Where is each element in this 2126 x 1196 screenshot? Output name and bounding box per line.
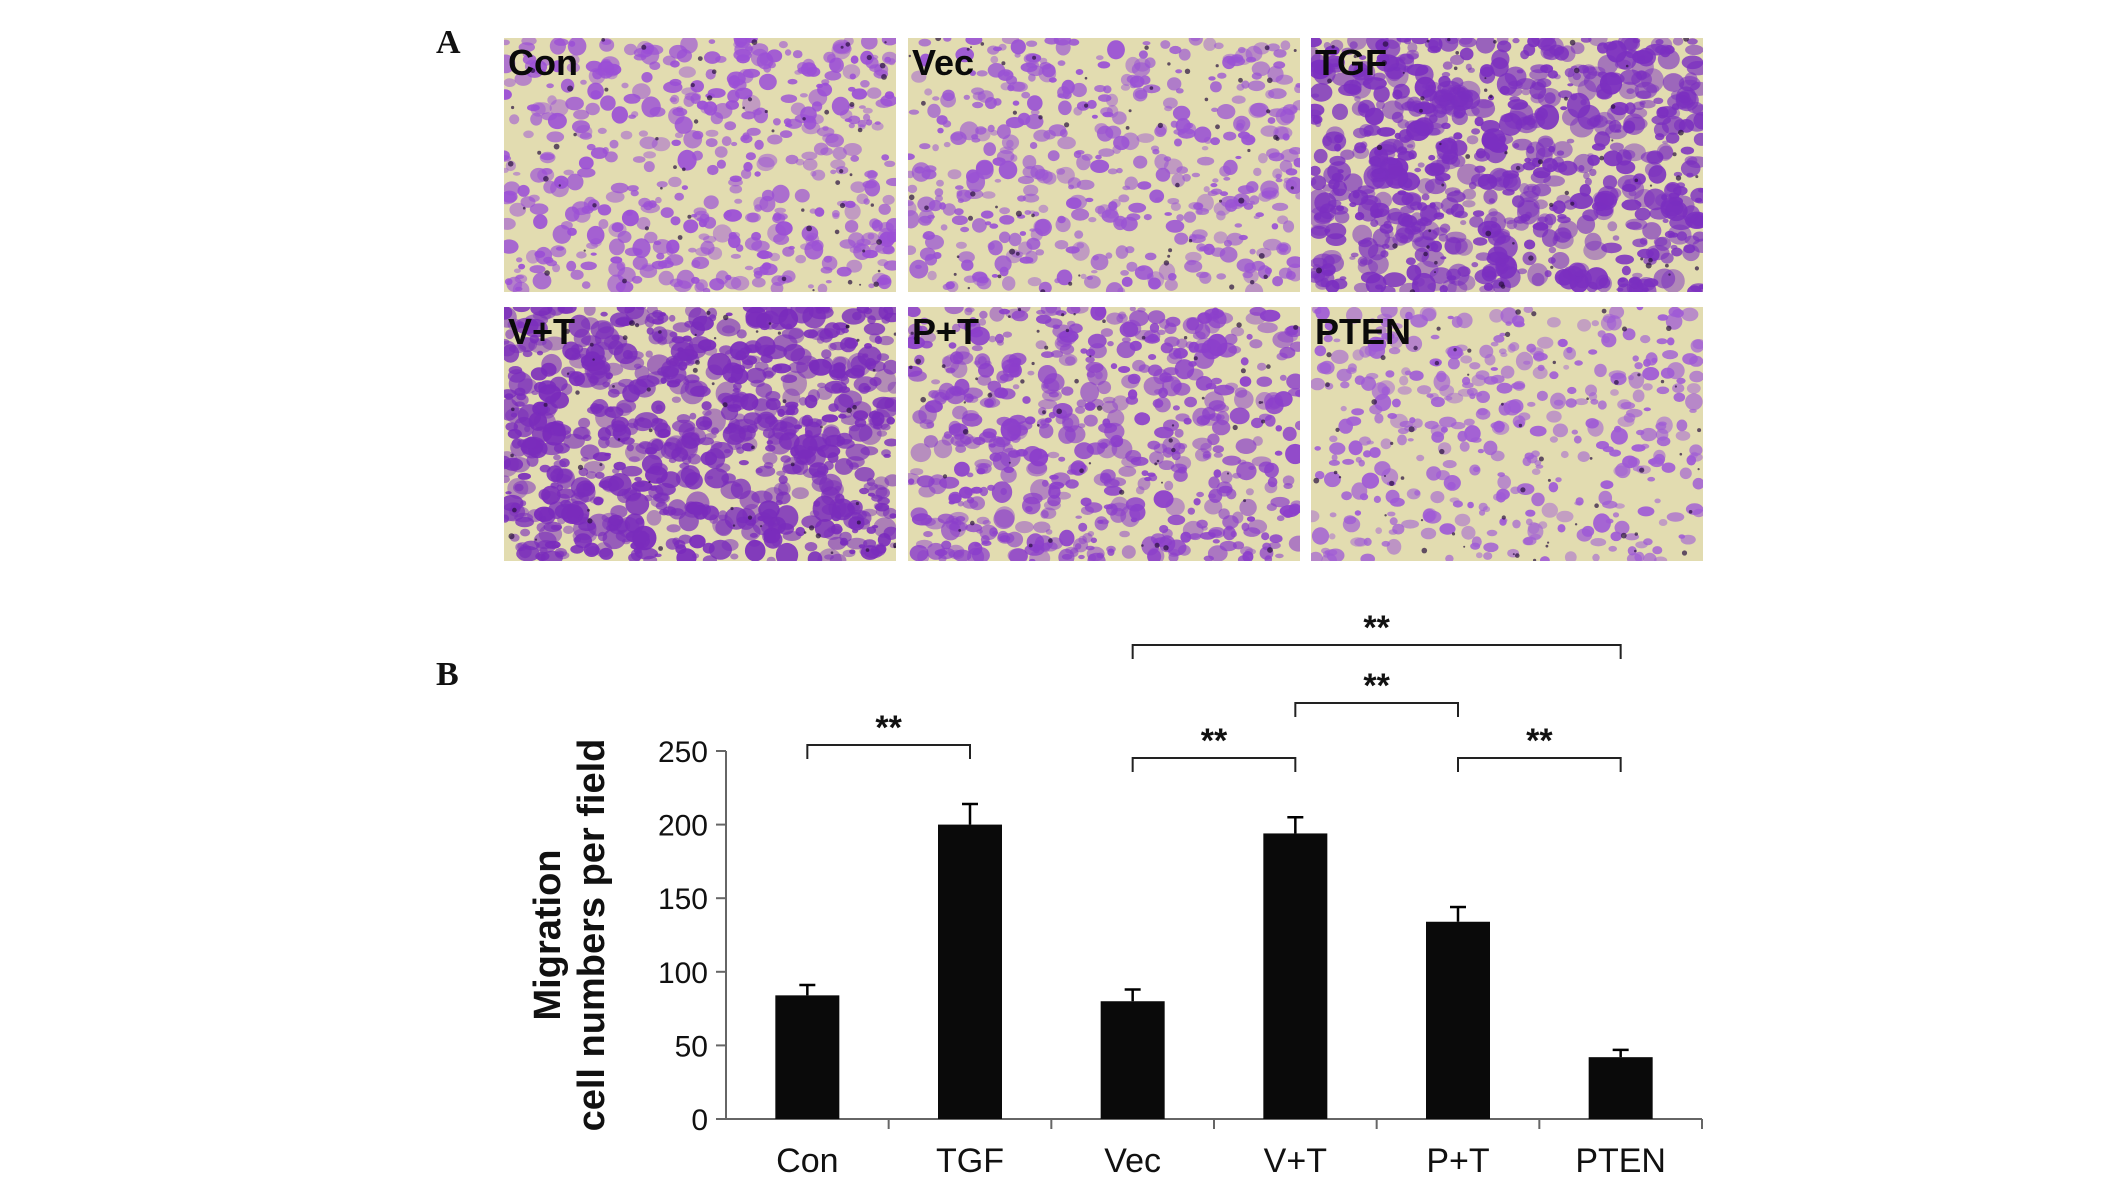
significance-bracket [806, 744, 971, 759]
significance-bracket [1131, 757, 1297, 772]
significance-label: ** [1526, 722, 1553, 760]
y-tick-label: 50 [675, 1030, 708, 1063]
micrograph-label: Con [508, 42, 578, 83]
micrograph-label: TGF [1315, 42, 1387, 83]
bar-con [775, 995, 840, 1119]
significance-label: ** [1201, 722, 1228, 760]
y-tick-label: 200 [658, 810, 708, 843]
significance-label: ** [1363, 609, 1390, 647]
y-tick-label: 250 [658, 736, 708, 769]
significance-label: ** [875, 709, 902, 747]
panel-a-letter: A [436, 24, 461, 61]
significance-bracket [1294, 702, 1459, 717]
micrograph-label: PTEN [1315, 311, 1412, 352]
micrograph-label: P+T [912, 311, 980, 352]
x-tick-label: V+T [1264, 1142, 1327, 1180]
micrograph-con: Con [504, 38, 896, 292]
bar-tgf [938, 824, 1002, 1119]
micrograph-pplust: P+T [908, 307, 1300, 561]
y-axis-title: Migration cell numbers per field [527, 739, 613, 1132]
bar-vec [1100, 1001, 1165, 1119]
y-tick-label: 150 [658, 883, 708, 916]
x-tick-label: PTEN [1575, 1142, 1666, 1180]
micrograph-label: Vec [912, 42, 975, 83]
micrograph-label: V+T [508, 311, 576, 352]
x-tick-label: TGF [936, 1142, 1004, 1180]
bar-vplust [1263, 833, 1328, 1119]
x-tick-label: Con [776, 1142, 838, 1180]
y-tick-label: 0 [691, 1104, 708, 1137]
micrograph-vplust: V+T [504, 307, 896, 561]
panel-b-letter: B [436, 656, 459, 693]
significance-label: ** [1363, 667, 1390, 705]
y-axis-title-line1: Migration [527, 850, 569, 1021]
y-axis-title-line2: cell numbers per field [571, 739, 613, 1132]
micrograph-pten: PTEN [1311, 307, 1703, 561]
significance-bracket [1131, 644, 1622, 659]
micrograph-vec: Vec [908, 38, 1300, 292]
micrograph-tgf: TGF [1311, 38, 1703, 292]
y-tick-label: 100 [658, 957, 708, 990]
bar-pplust [1426, 921, 1490, 1119]
x-tick-label: P+T [1426, 1142, 1489, 1180]
bar-pten [1588, 1057, 1653, 1119]
x-tick-label: Vec [1104, 1142, 1161, 1180]
significance-bracket [1457, 757, 1622, 772]
